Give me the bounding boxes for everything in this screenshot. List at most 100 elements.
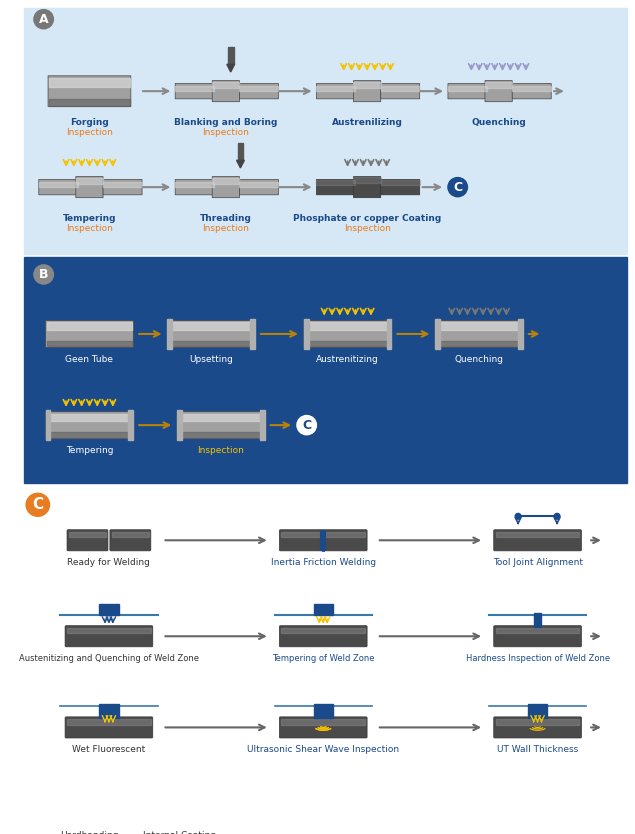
Text: Phosphate or copper Coating: Phosphate or copper Coating (293, 214, 441, 223)
Bar (178, 414, 264, 421)
Bar (448, 87, 487, 91)
Text: Geen Tube: Geen Tube (65, 355, 114, 364)
Bar (69, 532, 106, 537)
Text: Ready for Welding: Ready for Welding (67, 558, 150, 566)
FancyBboxPatch shape (39, 179, 77, 195)
FancyBboxPatch shape (67, 530, 108, 550)
Text: Inspection: Inspection (66, 224, 113, 233)
Circle shape (448, 178, 467, 197)
FancyBboxPatch shape (304, 320, 391, 348)
Bar (67, 719, 151, 725)
FancyBboxPatch shape (46, 320, 133, 348)
FancyBboxPatch shape (494, 717, 582, 738)
Bar (381, 180, 420, 185)
Bar (168, 319, 172, 349)
Bar (212, 178, 239, 184)
Bar (24, 257, 627, 483)
FancyBboxPatch shape (354, 177, 381, 198)
Bar (178, 432, 264, 438)
Bar (381, 87, 420, 91)
Text: Inspection: Inspection (203, 128, 250, 137)
Bar (46, 414, 132, 421)
Text: UT Wall Thickness: UT Wall Thickness (497, 745, 578, 754)
FancyBboxPatch shape (65, 626, 153, 647)
Bar (168, 323, 254, 330)
Bar (103, 183, 142, 187)
Bar (175, 183, 214, 187)
Bar (281, 532, 365, 537)
FancyBboxPatch shape (354, 81, 381, 102)
FancyBboxPatch shape (316, 83, 356, 99)
Bar (76, 178, 103, 184)
FancyBboxPatch shape (177, 412, 265, 439)
Bar (528, 705, 547, 718)
FancyBboxPatch shape (512, 83, 551, 99)
Bar (485, 82, 512, 88)
Text: Tool Joint Alignment: Tool Joint Alignment (493, 558, 582, 566)
Bar (533, 613, 542, 626)
FancyBboxPatch shape (46, 803, 133, 824)
FancyBboxPatch shape (448, 83, 487, 99)
Bar (112, 532, 149, 537)
Bar (49, 99, 130, 106)
FancyBboxPatch shape (239, 179, 278, 195)
Text: C: C (32, 497, 43, 512)
Bar (228, 47, 234, 64)
Bar (177, 409, 182, 440)
Text: Inspection: Inspection (66, 128, 113, 137)
Text: Tempering: Tempering (63, 214, 116, 223)
FancyBboxPatch shape (279, 717, 367, 738)
Bar (436, 323, 522, 330)
Bar (146, 806, 213, 821)
FancyBboxPatch shape (239, 83, 278, 99)
Text: C: C (302, 419, 311, 432)
Bar (237, 143, 243, 160)
Text: Forging: Forging (70, 118, 109, 127)
FancyBboxPatch shape (168, 320, 255, 348)
Circle shape (297, 415, 316, 435)
Circle shape (515, 514, 521, 520)
Bar (354, 82, 381, 88)
FancyBboxPatch shape (494, 626, 582, 647)
Text: Tempering of Weld Zone: Tempering of Weld Zone (272, 654, 375, 662)
Text: Upsetting: Upsetting (189, 355, 233, 364)
Bar (316, 180, 356, 185)
Bar (168, 341, 254, 346)
Bar (143, 802, 216, 826)
Circle shape (554, 514, 560, 520)
Text: Ultrasonic Shear Wave Inspection: Ultrasonic Shear Wave Inspection (247, 745, 399, 754)
Bar (128, 409, 133, 440)
Text: Wet Fluorescent: Wet Fluorescent (72, 745, 145, 754)
Bar (80, 804, 84, 823)
FancyBboxPatch shape (485, 81, 512, 102)
Text: Inertia Friction Welding: Inertia Friction Welding (271, 558, 376, 566)
Bar (39, 183, 77, 187)
Bar (314, 604, 333, 615)
Bar (435, 319, 440, 349)
Text: Threading: Threading (200, 214, 251, 223)
Text: C: C (453, 181, 462, 193)
Bar (67, 628, 151, 633)
Bar (250, 319, 255, 349)
Text: Inspection: Inspection (197, 446, 244, 455)
FancyBboxPatch shape (48, 76, 131, 107)
Bar (239, 87, 278, 91)
Text: Inspection: Inspection (344, 224, 391, 233)
FancyBboxPatch shape (279, 530, 367, 550)
Bar (496, 719, 580, 725)
FancyBboxPatch shape (212, 81, 239, 102)
FancyBboxPatch shape (175, 179, 214, 195)
Text: Inspection: Inspection (203, 224, 250, 233)
Bar (305, 323, 391, 330)
Bar (354, 177, 381, 183)
Bar (46, 341, 132, 346)
Bar (99, 604, 119, 615)
Bar (99, 705, 119, 718)
FancyBboxPatch shape (110, 530, 151, 550)
Bar (24, 8, 627, 254)
Bar (496, 532, 580, 537)
Text: Tempering: Tempering (65, 446, 113, 455)
Bar (387, 319, 391, 349)
Text: Internal Coating: Internal Coating (143, 831, 215, 834)
Bar (316, 87, 356, 91)
